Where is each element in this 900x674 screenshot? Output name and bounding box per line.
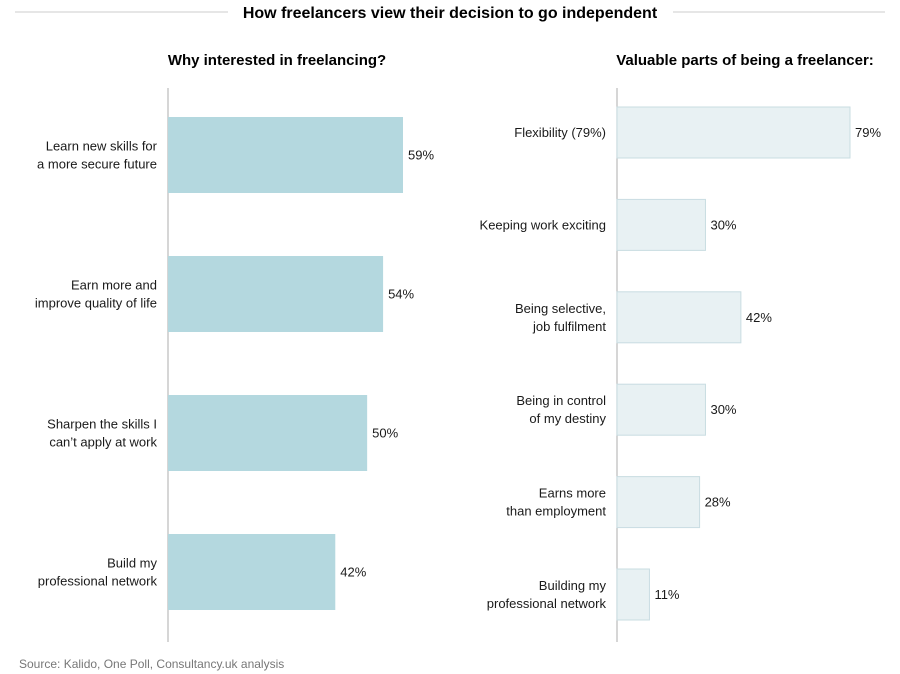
right-value-label-5: 28% bbox=[705, 495, 731, 510]
right-category-label-5-line-1: Earns more bbox=[539, 486, 606, 501]
right-category-label-4-line-2: of my destiny bbox=[529, 411, 606, 426]
left-category-label-4-line-2: professional network bbox=[38, 574, 158, 589]
left-value-label-3: 50% bbox=[372, 426, 398, 441]
left-category-label-3-line-2: can’t apply at work bbox=[49, 435, 157, 450]
right-value-label-1: 79% bbox=[855, 125, 881, 140]
right-category-label-4-line-1: Being in control bbox=[516, 393, 606, 408]
right-value-label-4: 30% bbox=[710, 402, 736, 417]
left-bar-panel: 59% Learn new skills for a more secure fut… bbox=[35, 88, 434, 642]
left-bar-2 bbox=[168, 256, 384, 332]
right-bar-1 bbox=[616, 106, 851, 159]
left-category-label-4-line-1: Build my bbox=[107, 556, 157, 571]
chart-title: How freelancers view their decision to g… bbox=[243, 5, 658, 22]
left-value-label-2: 54% bbox=[388, 287, 414, 302]
left-value-label-4: 42% bbox=[340, 565, 366, 580]
right-category-label-3-line-2: job fulfilment bbox=[532, 319, 606, 334]
right-value-label-3: 42% bbox=[746, 310, 772, 325]
right-category-label-6-line-1: Building my bbox=[539, 578, 607, 593]
left-bar-4 bbox=[168, 534, 336, 610]
right-category-label-5-line-2: than employment bbox=[506, 504, 606, 519]
right-bar-3 bbox=[616, 291, 742, 344]
left-category-label-2-line-1: Earn more and bbox=[71, 278, 157, 293]
right-bar-4 bbox=[616, 383, 706, 436]
left-bar-3 bbox=[168, 395, 368, 471]
right-bar-panel: 79% Flexibility (79%) 30% Keeping work exci… bbox=[480, 88, 881, 642]
right-value-label-6: 11% bbox=[654, 587, 679, 602]
right-category-label-1: Flexibility (79%) bbox=[514, 125, 606, 140]
right-panel-title: Valuable parts of being a freelancer: bbox=[616, 52, 874, 69]
left-category-label-1-line-1: Learn new skills for bbox=[46, 139, 158, 154]
right-value-label-2: 30% bbox=[710, 217, 736, 232]
source-note: Source: Kalido, One Poll, Consultancy.uk… bbox=[19, 657, 284, 671]
left-panel-title: Why interested in freelancing? bbox=[168, 52, 386, 69]
right-category-label-2: Keeping work exciting bbox=[480, 217, 606, 232]
left-category-label-2-line-2: improve quality of life bbox=[35, 296, 157, 311]
right-bar-6 bbox=[616, 568, 650, 621]
left-category-label-3-line-1: Sharpen the skills I bbox=[47, 417, 157, 432]
right-category-label-3-line-1: Being selective, bbox=[515, 301, 606, 316]
right-category-label-6-line-2: professional network bbox=[487, 596, 607, 611]
left-bar-1 bbox=[168, 117, 403, 193]
left-value-label-1: 59% bbox=[408, 148, 434, 163]
left-category-label-1-line-2: a more secure future bbox=[37, 157, 157, 172]
right-bar-5 bbox=[616, 476, 701, 529]
right-bar-2 bbox=[616, 198, 706, 251]
